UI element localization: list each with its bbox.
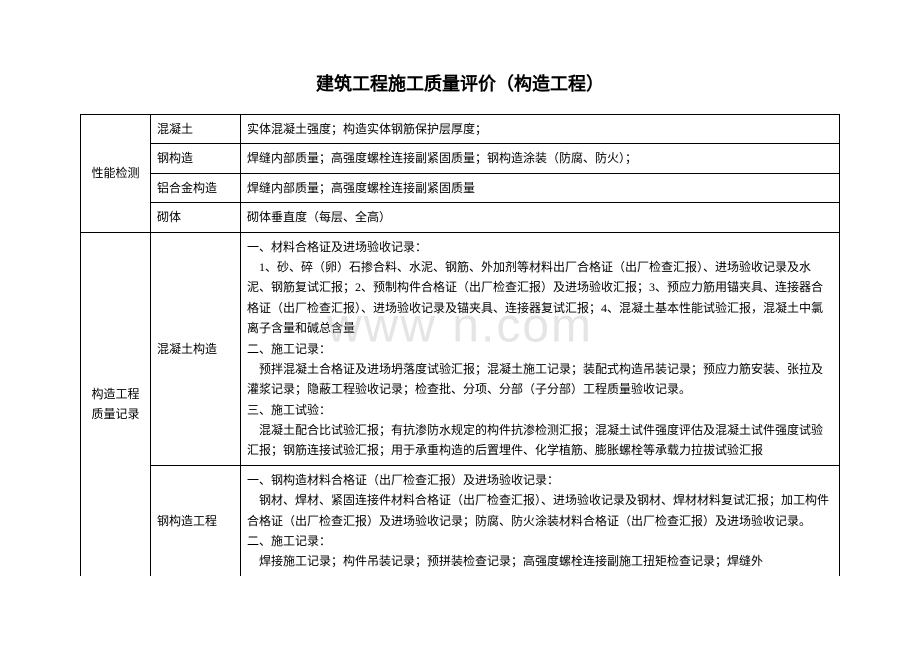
cell: 砌体垂直度（每层、全高）: [241, 203, 840, 232]
cell: 铝合金构造: [151, 173, 241, 202]
cell: 砌体: [151, 203, 241, 232]
cell: 焊缝内部质量；高强度螺栓连接副紧固质量；钢构造涂装（防腐、防火）；: [241, 144, 840, 173]
table-row: 铝合金构造 焊缝内部质量；高强度螺栓连接副紧固质量: [81, 173, 840, 202]
table-row: 砌体 砌体垂直度（每层、全高）: [81, 203, 840, 232]
section-label: 性能检测: [81, 115, 151, 233]
section-label: 构造工程 质量记录: [81, 232, 151, 576]
cell: 钢构造: [151, 144, 241, 173]
table-row: 构造工程 质量记录 混凝土构造 一、材料合格证及进场验收记录： 1、砂、碎（卵）…: [81, 232, 840, 465]
table-row: 钢构造 焊缝内部质量；高强度螺栓连接副紧固质量；钢构造涂装（防腐、防火）；: [81, 144, 840, 173]
cell: 一、钢构造材料合格证（出厂检查汇报）及进场验收记录： 钢材、焊材、紧固连接件材料…: [241, 465, 840, 575]
cell: 一、材料合格证及进场验收记录： 1、砂、碎（卵）石掺合料、水泥、钢筋、外加剂等材…: [241, 232, 840, 465]
cell: 混凝土: [151, 115, 241, 144]
cell: 混凝土构造: [151, 232, 241, 465]
page-title: 建筑工程施工质量评价（构造工程）: [80, 70, 840, 96]
cell: 实体混凝土强度；构造实体钢筋保护层厚度；: [241, 115, 840, 144]
quality-table: 性能检测 混凝土 实体混凝土强度；构造实体钢筋保护层厚度； 钢构造 焊缝内部质量…: [80, 114, 840, 576]
cell: 钢构造工程: [151, 465, 241, 575]
table-row: 性能检测 混凝土 实体混凝土强度；构造实体钢筋保护层厚度；: [81, 115, 840, 144]
table-row: 钢构造工程 一、钢构造材料合格证（出厂检查汇报）及进场验收记录： 钢材、焊材、紧…: [81, 465, 840, 575]
cell: 焊缝内部质量；高强度螺栓连接副紧固质量: [241, 173, 840, 202]
